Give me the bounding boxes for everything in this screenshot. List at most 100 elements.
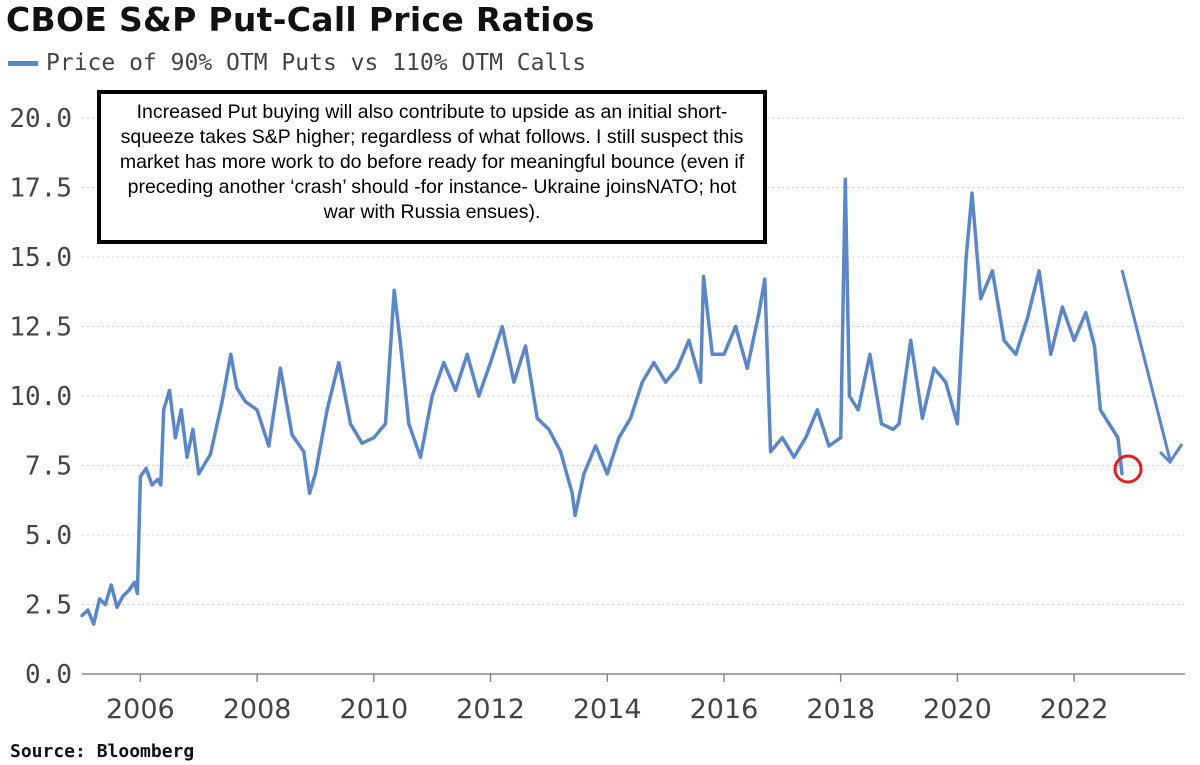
x-tick-label: 2006 <box>106 694 175 725</box>
data-point <box>313 472 318 476</box>
data-point <box>582 472 586 476</box>
x-tick-label: 2018 <box>806 694 875 725</box>
data-point <box>156 477 160 481</box>
data-point <box>1107 422 1111 426</box>
data-point <box>115 605 119 609</box>
data-point <box>235 386 239 390</box>
data-point <box>663 380 668 384</box>
data-point <box>523 344 528 348</box>
data-point <box>955 422 959 426</box>
data-point <box>970 191 974 195</box>
data-point <box>757 311 761 315</box>
x-axis-ticks: 2006 2008 2010 2012 2014 2016 2018 2020 2022 <box>106 674 1108 725</box>
data-point <box>477 394 481 398</box>
data-point <box>92 622 96 626</box>
data-point <box>780 436 784 440</box>
data-point <box>512 380 516 384</box>
latest-value-circle <box>1113 454 1143 484</box>
data-point <box>255 408 259 412</box>
data-point <box>348 422 353 426</box>
data-point <box>121 594 125 598</box>
data-point <box>229 352 233 356</box>
data-point <box>843 177 847 181</box>
chart-title: CBOE S&P Put-Call Price Ratios <box>6 0 595 39</box>
data-point <box>535 416 539 420</box>
y-tick-label: 5.0 <box>25 521 72 551</box>
data-point <box>86 608 90 612</box>
data-point <box>710 352 714 356</box>
data-point <box>815 408 819 412</box>
data-point <box>372 436 376 440</box>
y-tick-label: 12.5 <box>9 313 72 343</box>
data-point <box>827 444 831 448</box>
data-point <box>1049 352 1053 356</box>
data-point <box>856 408 860 412</box>
data-point <box>897 422 901 426</box>
series-group <box>80 177 1124 626</box>
data-point <box>197 472 201 476</box>
trend-arrow <box>1120 269 1184 465</box>
data-point <box>699 380 703 384</box>
data-point <box>1116 436 1120 440</box>
data-point <box>167 388 172 393</box>
data-point <box>605 472 609 476</box>
data-point <box>573 513 577 518</box>
data-point <box>360 441 364 445</box>
data-point <box>418 455 423 459</box>
data-point <box>308 491 312 495</box>
y-tick-label: 0.0 <box>25 660 72 690</box>
data-point <box>132 580 137 584</box>
data-point <box>162 408 166 412</box>
data-point <box>453 388 458 393</box>
x-tick-label: 2012 <box>456 694 525 725</box>
data-point <box>208 452 212 456</box>
data-point <box>675 366 679 370</box>
data-point <box>243 399 248 404</box>
x-tick-label: 2016 <box>690 694 759 725</box>
data-point <box>159 483 163 487</box>
data-point <box>944 380 948 384</box>
data-point <box>745 366 749 370</box>
data-point <box>558 450 563 454</box>
data-point <box>179 408 183 412</box>
x-tick-label: 2010 <box>339 694 408 725</box>
data-point <box>127 589 131 593</box>
data-point <box>278 366 283 370</box>
data-point <box>109 583 113 587</box>
data-point <box>570 491 574 495</box>
data-point <box>500 324 504 329</box>
x-tick-label: 2014 <box>573 694 642 725</box>
data-point <box>763 277 767 281</box>
data-point <box>1060 305 1065 309</box>
data-point <box>488 361 493 365</box>
data-point <box>442 361 446 365</box>
legend: Price of 90% OTM Puts vs 110% OTM Calls <box>8 50 586 76</box>
data-point <box>1072 338 1076 342</box>
y-axis-ticks: 0.0 2.5 5.0 7.5 10.0 12.5 15.0 17.5 20.0 <box>9 104 72 690</box>
data-point <box>964 255 968 259</box>
data-point <box>173 436 177 440</box>
data-point <box>325 408 329 412</box>
y-tick-label: 2.5 <box>25 591 72 621</box>
data-point <box>150 483 154 487</box>
data-point <box>144 466 148 470</box>
data-point <box>593 444 598 448</box>
y-tick-label: 7.5 <box>25 452 72 482</box>
data-point <box>687 338 691 342</box>
data-point <box>1084 311 1088 315</box>
data-point <box>1002 338 1006 342</box>
data-point <box>932 366 936 370</box>
data-point <box>640 380 644 384</box>
data-point <box>383 422 388 426</box>
data-point <box>1037 269 1041 273</box>
data-point <box>97 597 102 601</box>
data-point <box>430 394 434 398</box>
data-point <box>1120 472 1124 476</box>
data-point <box>465 352 469 356</box>
data-point <box>617 436 621 440</box>
y-tick-label: 20.0 <box>9 104 72 134</box>
y-tick-label: 10.0 <box>9 382 72 412</box>
data-point <box>891 427 895 431</box>
data-point <box>701 274 706 279</box>
